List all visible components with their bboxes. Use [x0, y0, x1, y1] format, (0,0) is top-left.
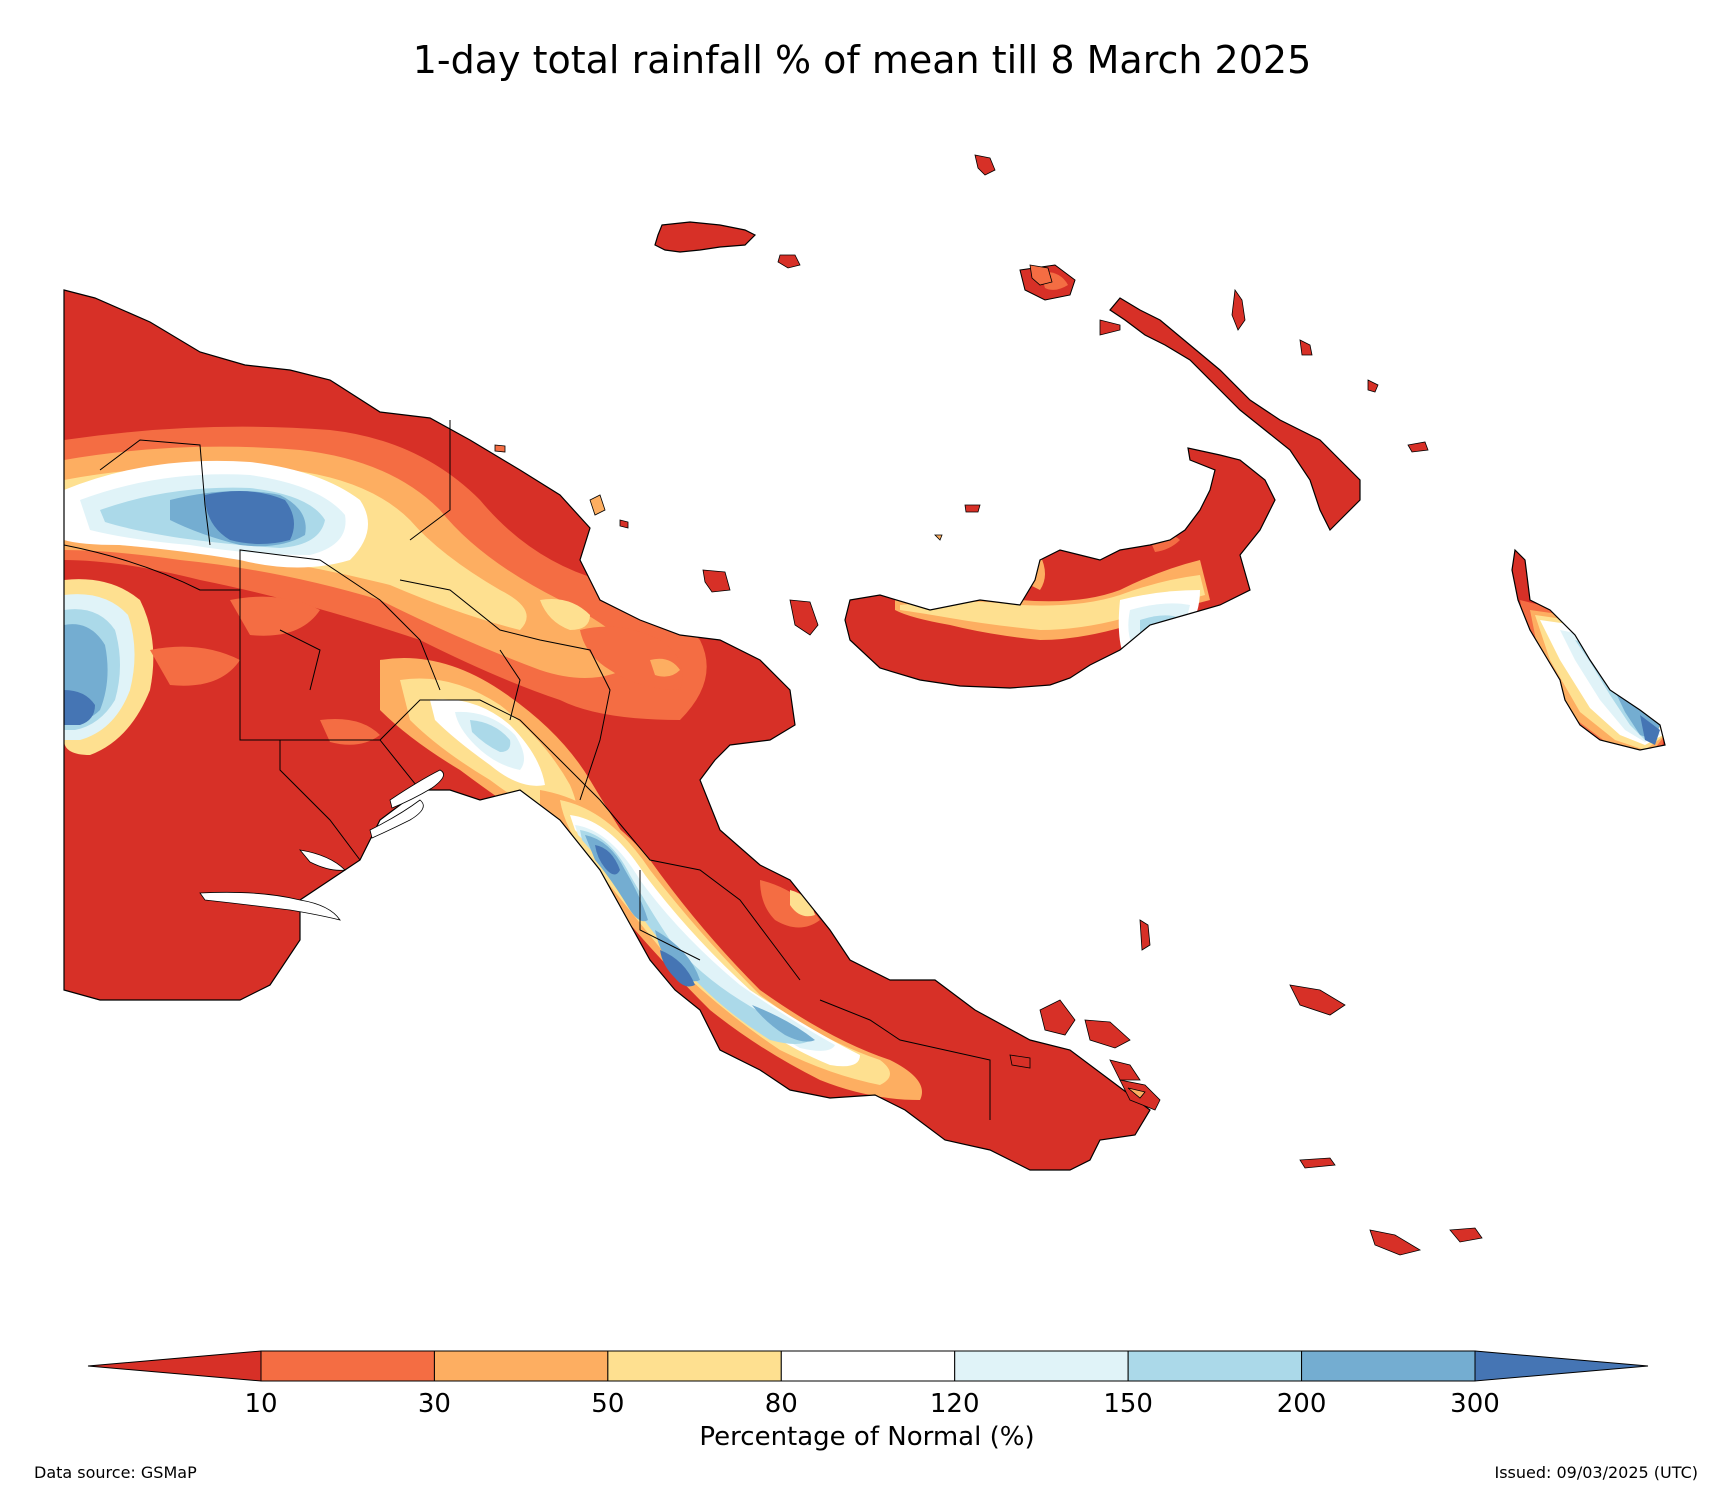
small-islands — [494, 154, 1483, 1256]
colorbar-tick-label: 150 — [1103, 1389, 1153, 1419]
bougainville-coastline — [1511, 548, 1666, 751]
colorbar-bin — [954, 1350, 1129, 1382]
new-ireland — [1109, 297, 1361, 532]
colorbar-bin — [1127, 1350, 1303, 1382]
rainfall-map — [63, 154, 1666, 1256]
new-ireland-mid-patch — [1099, 319, 1121, 336]
manus-east-islet — [777, 254, 801, 269]
map-title: 1-day total rainfall % of mean till 8 Ma… — [412, 38, 1312, 82]
colorbar-bin — [1474, 1350, 1649, 1382]
colorbar-bin — [87, 1350, 262, 1382]
colorbar-tick-label: 50 — [591, 1389, 624, 1419]
colorbar-bin — [260, 1350, 435, 1382]
colorbar-label: Percentage of Normal (%) — [699, 1422, 1034, 1452]
colorbar-bins — [87, 1350, 1649, 1382]
new-britain-coastline — [844, 447, 1276, 689]
colorbar-bin — [607, 1350, 782, 1382]
colorbar-tick-label: 80 — [765, 1389, 798, 1419]
colorbar-bin — [433, 1350, 609, 1382]
issued-date-note: Issued: 09/03/2025 (UTC) — [1494, 1463, 1698, 1482]
colorbar-tick-label: 10 — [244, 1389, 277, 1419]
colorbar-bin — [780, 1350, 956, 1382]
colorbar-tick-label: 30 — [418, 1389, 451, 1419]
province-boundaries — [63, 420, 991, 1120]
manus-island — [654, 221, 757, 253]
colorbar-tick-label: 120 — [930, 1389, 980, 1419]
colorbar-ticks: 10 30 50 80 120 150 200 300 — [244, 1389, 1499, 1419]
fly-river-delta — [199, 769, 444, 921]
data-source-note: Data source: GSMaP — [34, 1463, 197, 1482]
colorbar-tick-label: 300 — [1450, 1389, 1500, 1419]
colorbar-bin — [1301, 1350, 1476, 1382]
colorbar-tick-label: 200 — [1277, 1389, 1327, 1419]
